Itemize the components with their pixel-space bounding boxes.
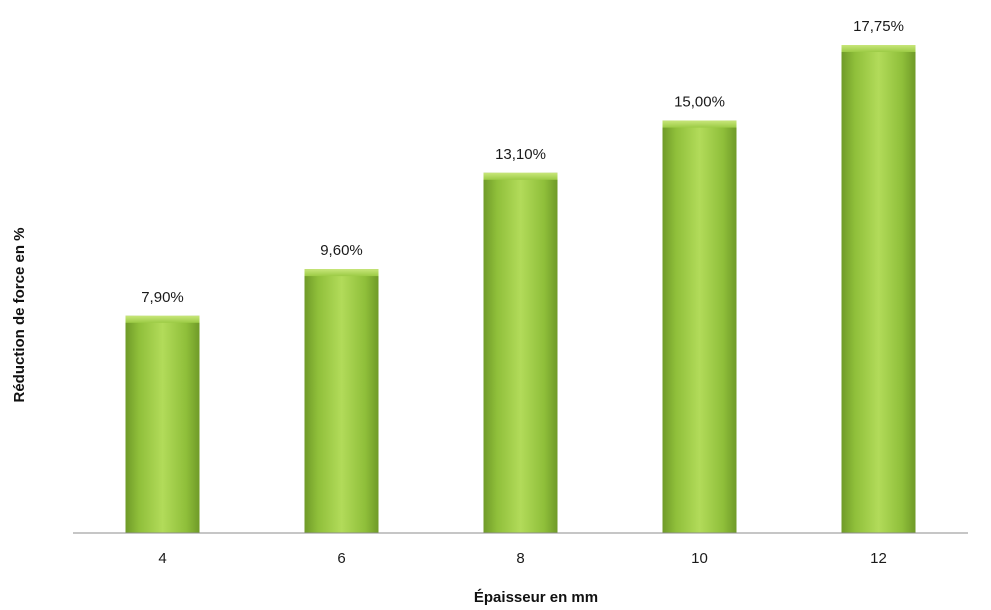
data-label-12: 17,75% xyxy=(853,18,904,35)
bar-4 xyxy=(125,315,200,533)
x-tick-label-8: 8 xyxy=(516,550,524,567)
bar-10 xyxy=(662,120,737,533)
x-tick-label-6: 6 xyxy=(337,550,345,567)
bar-cap-12 xyxy=(841,45,916,52)
bar-cap-4 xyxy=(125,315,200,323)
bar-12 xyxy=(841,45,916,533)
data-labels-group: 7,90% 9,60% 13,10% 15,00% 17,75% xyxy=(141,18,904,306)
x-axis-title: Épaisseur en mm xyxy=(474,589,598,606)
bar-cap-8 xyxy=(483,172,558,180)
x-tick-label-12: 12 xyxy=(870,550,887,567)
bar-cap-6 xyxy=(304,269,379,277)
y-axis-title: Réduction de force en % xyxy=(11,227,28,402)
x-tick-label-4: 4 xyxy=(158,550,166,567)
bars-group xyxy=(125,45,916,534)
data-label-4: 7,90% xyxy=(141,289,184,306)
data-label-6: 9,60% xyxy=(320,242,363,259)
bar-8 xyxy=(483,172,558,534)
data-label-8: 13,10% xyxy=(495,146,546,163)
bar-cap-10 xyxy=(662,120,737,128)
data-label-10: 15,00% xyxy=(674,94,725,111)
x-tick-label-10: 10 xyxy=(691,550,708,567)
bar-6 xyxy=(304,269,379,533)
x-tick-labels-group: 4 6 8 10 12 xyxy=(158,550,887,567)
